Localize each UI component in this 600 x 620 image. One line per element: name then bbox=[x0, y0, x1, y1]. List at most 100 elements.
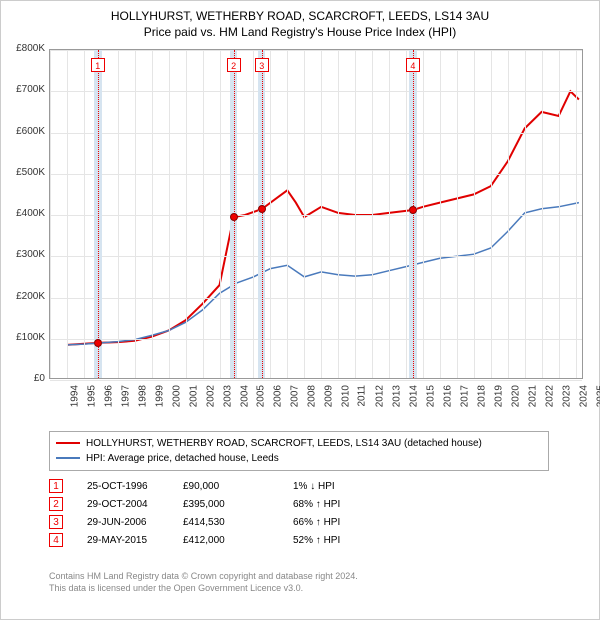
y-axis-label: £700K bbox=[5, 84, 45, 95]
y-axis-label: £500K bbox=[5, 167, 45, 178]
transaction-number: 1 bbox=[49, 479, 63, 493]
gridline-h bbox=[50, 339, 582, 340]
footer-attribution: Contains HM Land Registry data © Crown c… bbox=[49, 571, 358, 594]
chart-title: HOLLYHURST, WETHERBY ROAD, SCARCROFT, LE… bbox=[1, 1, 599, 40]
gridline-v bbox=[559, 50, 560, 378]
gridline-v bbox=[321, 50, 322, 378]
y-axis-label: £400K bbox=[5, 208, 45, 219]
series-property bbox=[67, 91, 579, 345]
x-axis-label: 1995 bbox=[86, 385, 97, 407]
x-axis-label: 2010 bbox=[340, 385, 351, 407]
gridline-v bbox=[135, 50, 136, 378]
title-line-2: Price paid vs. HM Land Registry's House … bbox=[144, 25, 456, 39]
transaction-row: 329-JUN-2006£414,53066% ↑ HPI bbox=[49, 515, 403, 533]
transaction-row: 125-OCT-1996£90,0001% ↓ HPI bbox=[49, 479, 403, 497]
x-axis-label: 1999 bbox=[154, 385, 165, 407]
x-axis-label: 2014 bbox=[408, 385, 419, 407]
gridline-h bbox=[50, 91, 582, 92]
gridline-v bbox=[508, 50, 509, 378]
x-axis-label: 2004 bbox=[239, 385, 250, 407]
gridline-v bbox=[118, 50, 119, 378]
footer-line-2: This data is licensed under the Open Gov… bbox=[49, 583, 303, 593]
gridline-v bbox=[287, 50, 288, 378]
chart-container: HOLLYHURST, WETHERBY ROAD, SCARCROFT, LE… bbox=[0, 0, 600, 620]
transaction-row: 429-MAY-2015£412,00052% ↑ HPI bbox=[49, 533, 403, 551]
marker-number-box: 2 bbox=[227, 58, 241, 72]
gridline-v bbox=[270, 50, 271, 378]
x-axis-label: 2003 bbox=[222, 385, 233, 407]
gridline-h bbox=[50, 215, 582, 216]
legend-label: HPI: Average price, detached house, Leed… bbox=[86, 453, 279, 464]
gridline-v bbox=[525, 50, 526, 378]
x-axis-label: 2013 bbox=[391, 385, 402, 407]
transaction-dot bbox=[409, 206, 417, 214]
x-axis-label: 2022 bbox=[544, 385, 555, 407]
gridline-v bbox=[253, 50, 254, 378]
gridline-v bbox=[304, 50, 305, 378]
gridline-v bbox=[355, 50, 356, 378]
transaction-date: 25-OCT-1996 bbox=[63, 481, 183, 492]
series-hpi bbox=[67, 203, 579, 345]
x-axis-label: 2009 bbox=[324, 385, 335, 407]
marker-number-box: 4 bbox=[406, 58, 420, 72]
transaction-delta: 66% ↑ HPI bbox=[293, 517, 403, 528]
transaction-dot bbox=[230, 213, 238, 221]
gridline-h bbox=[50, 174, 582, 175]
x-axis-label: 2021 bbox=[527, 385, 538, 407]
y-axis-label: £0 bbox=[5, 373, 45, 384]
gridline-h bbox=[50, 380, 582, 381]
x-axis-label: 2015 bbox=[425, 385, 436, 407]
transaction-row: 229-OCT-2004£395,00068% ↑ HPI bbox=[49, 497, 403, 515]
transaction-number: 2 bbox=[49, 497, 63, 511]
gridline-h bbox=[50, 50, 582, 51]
transaction-dot bbox=[94, 339, 102, 347]
marker-line bbox=[262, 50, 263, 378]
gridline-v bbox=[84, 50, 85, 378]
gridline-v bbox=[67, 50, 68, 378]
gridline-v bbox=[423, 50, 424, 378]
gridline-v bbox=[169, 50, 170, 378]
x-axis-label: 2012 bbox=[374, 385, 385, 407]
transaction-price: £395,000 bbox=[183, 499, 293, 510]
transaction-price: £412,000 bbox=[183, 535, 293, 546]
gridline-h bbox=[50, 133, 582, 134]
transaction-price: £414,530 bbox=[183, 517, 293, 528]
x-axis-label: 2019 bbox=[493, 385, 504, 407]
marker-number-box: 1 bbox=[91, 58, 105, 72]
legend-item: HPI: Average price, detached house, Leed… bbox=[56, 451, 542, 466]
footer-line-1: Contains HM Land Registry data © Crown c… bbox=[49, 571, 358, 581]
x-axis-label: 2006 bbox=[273, 385, 284, 407]
gridline-h bbox=[50, 298, 582, 299]
gridline-v bbox=[576, 50, 577, 378]
transactions-table: 125-OCT-1996£90,0001% ↓ HPI229-OCT-2004£… bbox=[49, 479, 403, 551]
transaction-number: 3 bbox=[49, 515, 63, 529]
legend: HOLLYHURST, WETHERBY ROAD, SCARCROFT, LE… bbox=[49, 431, 549, 471]
x-axis-label: 2007 bbox=[290, 385, 301, 407]
gridline-v bbox=[338, 50, 339, 378]
transaction-number: 4 bbox=[49, 533, 63, 547]
x-axis-label: 2008 bbox=[307, 385, 318, 407]
gridline-h bbox=[50, 256, 582, 257]
legend-swatch bbox=[56, 442, 80, 444]
x-axis-label: 2020 bbox=[510, 385, 521, 407]
marker-number-box: 3 bbox=[255, 58, 269, 72]
legend-label: HOLLYHURST, WETHERBY ROAD, SCARCROFT, LE… bbox=[86, 438, 482, 449]
y-axis-label: £800K bbox=[5, 43, 45, 54]
gridline-v bbox=[474, 50, 475, 378]
transaction-delta: 52% ↑ HPI bbox=[293, 535, 403, 546]
title-line-1: HOLLYHURST, WETHERBY ROAD, SCARCROFT, LE… bbox=[111, 9, 489, 23]
gridline-v bbox=[457, 50, 458, 378]
transaction-delta: 68% ↑ HPI bbox=[293, 499, 403, 510]
transaction-date: 29-JUN-2006 bbox=[63, 517, 183, 528]
gridline-v bbox=[542, 50, 543, 378]
x-axis-label: 2001 bbox=[188, 385, 199, 407]
x-axis-label: 2023 bbox=[561, 385, 572, 407]
x-axis-label: 2017 bbox=[459, 385, 470, 407]
transaction-delta: 1% ↓ HPI bbox=[293, 481, 403, 492]
x-axis-label: 2016 bbox=[442, 385, 453, 407]
x-axis-label: 2025 bbox=[595, 385, 600, 407]
x-axis-label: 1998 bbox=[137, 385, 148, 407]
gridline-v bbox=[186, 50, 187, 378]
gridline-v bbox=[372, 50, 373, 378]
y-axis-label: £100K bbox=[5, 332, 45, 343]
